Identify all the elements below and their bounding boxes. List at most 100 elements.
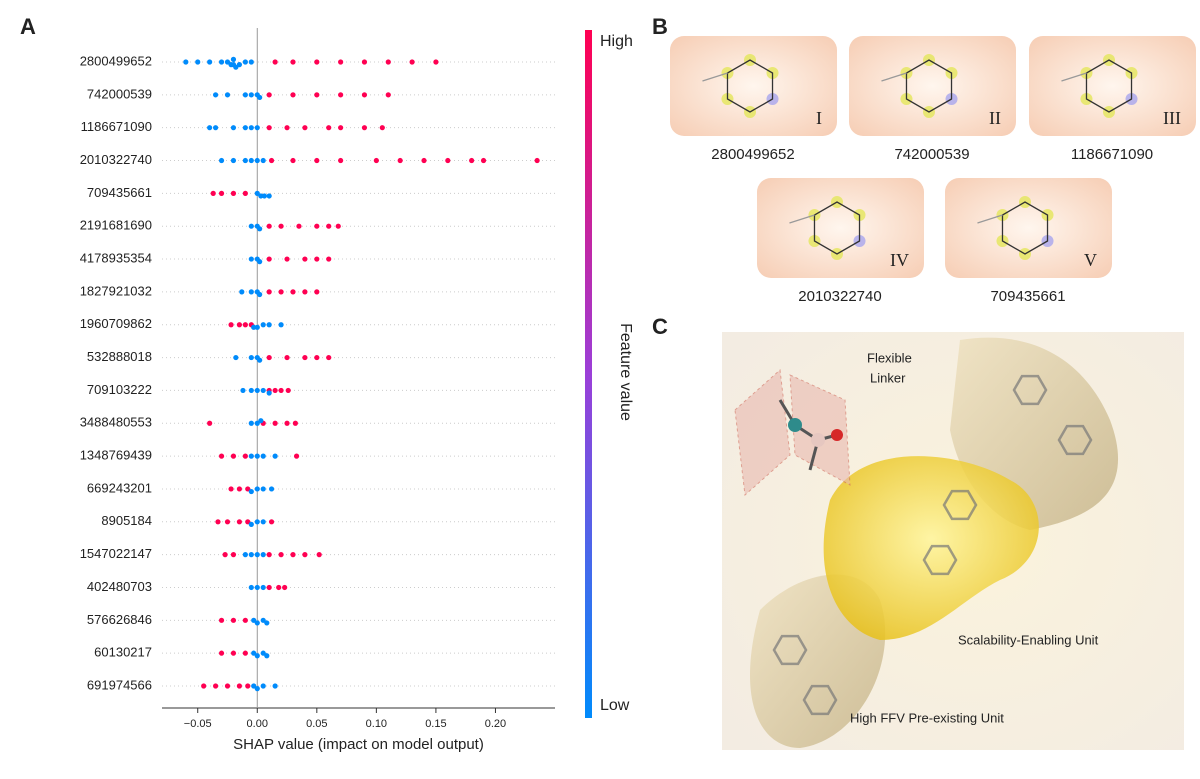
shap-point <box>260 453 266 459</box>
shap-point <box>284 125 290 131</box>
shap-point <box>183 59 189 65</box>
shap-point <box>260 584 266 591</box>
shap-point <box>272 420 278 426</box>
feature-label: 8905184 <box>101 513 152 528</box>
shap-point <box>248 387 254 394</box>
shap-point <box>254 552 260 558</box>
shap-point <box>248 420 254 426</box>
shap-point <box>233 64 239 70</box>
shap-point <box>257 291 263 298</box>
shap-point <box>258 418 264 424</box>
shap-point <box>218 453 225 459</box>
shap-point <box>272 683 278 689</box>
x-tick-label: 0.05 <box>306 718 327 730</box>
shap-point <box>260 322 266 328</box>
shap-point <box>385 92 391 98</box>
shap-point <box>240 387 246 394</box>
shap-point <box>254 584 260 591</box>
shap-point <box>245 519 251 525</box>
shap-point <box>260 683 266 689</box>
shap-point <box>254 324 260 330</box>
shap-point <box>230 157 237 164</box>
shap-point <box>236 486 243 492</box>
fragment-id: 709435661 <box>990 288 1065 305</box>
feature-label: 2191681690 <box>80 218 152 233</box>
shap-point <box>266 125 272 131</box>
shap-point <box>534 157 540 164</box>
shap-point <box>254 653 260 659</box>
shap-point <box>278 289 284 295</box>
fragment-numeral: V <box>1084 250 1097 270</box>
illustration-label: High FFV Pre-existing Unit <box>850 710 1004 725</box>
shap-point <box>278 322 284 328</box>
shap-point <box>251 683 257 689</box>
shap-point <box>230 125 237 131</box>
shap-point <box>290 552 296 558</box>
shap-point <box>266 552 272 558</box>
shap-point <box>254 620 260 626</box>
x-axis-title: SHAP value (impact on model output) <box>233 736 484 753</box>
shap-point <box>207 125 213 131</box>
shap-point <box>258 193 264 199</box>
shap-point <box>293 453 300 459</box>
atom <box>788 418 802 432</box>
shap-point <box>251 617 257 623</box>
feature-label: 669243201 <box>87 480 152 495</box>
shap-point <box>296 223 302 229</box>
shap-point <box>201 683 207 689</box>
feature-label: 2800499652 <box>80 53 152 68</box>
colorbar-title: Feature value <box>617 323 634 421</box>
shap-point <box>272 387 278 394</box>
feature-label: 1348769439 <box>80 448 152 463</box>
fragment-box <box>757 178 924 278</box>
shap-point <box>248 289 254 295</box>
shap-point <box>254 125 260 131</box>
shap-point <box>314 289 320 295</box>
shap-point <box>284 256 290 262</box>
fragment-numeral: IV <box>890 250 909 270</box>
shap-point <box>361 92 368 98</box>
shap-point <box>266 289 272 295</box>
shap-point <box>195 59 201 65</box>
feature-label: 1827921032 <box>80 283 152 298</box>
shap-point <box>230 453 237 459</box>
shap-point <box>260 387 266 394</box>
shap-point <box>254 157 260 164</box>
shap-point <box>242 552 248 558</box>
shap-point <box>264 620 270 626</box>
shap-point <box>218 190 225 196</box>
shap-point <box>242 650 248 656</box>
atom <box>831 429 843 441</box>
feature-label: 60130217 <box>94 645 152 660</box>
shap-point <box>210 190 216 196</box>
fragments: I 2800499652 II 742000539 III 1186671090 IV 201… <box>670 36 1196 305</box>
shap-point <box>314 92 320 98</box>
shap-point <box>326 125 332 131</box>
shap-point <box>314 256 320 262</box>
shap-point <box>260 157 266 164</box>
shap-point <box>379 125 385 131</box>
shap-point <box>224 59 231 65</box>
colorbar <box>585 30 592 718</box>
shap-point <box>338 125 344 131</box>
illustration-label: Linker <box>870 370 906 385</box>
shap-point <box>278 387 284 394</box>
shap-point <box>284 354 290 361</box>
shap-point <box>212 125 219 131</box>
fragment-id: 742000539 <box>894 146 969 163</box>
shap-point <box>242 157 248 164</box>
shap-point <box>242 92 248 98</box>
shap-point <box>266 390 272 396</box>
shap-point <box>292 420 298 426</box>
shap-point <box>338 59 344 65</box>
shap-point <box>222 552 228 558</box>
bond <box>702 72 728 82</box>
shap-point <box>218 59 225 65</box>
feature-label: 1186671090 <box>81 119 152 134</box>
shap-point <box>257 226 263 232</box>
shap-point <box>268 519 275 525</box>
ring <box>802 684 838 716</box>
shap-point <box>245 683 251 689</box>
ring <box>942 489 978 521</box>
